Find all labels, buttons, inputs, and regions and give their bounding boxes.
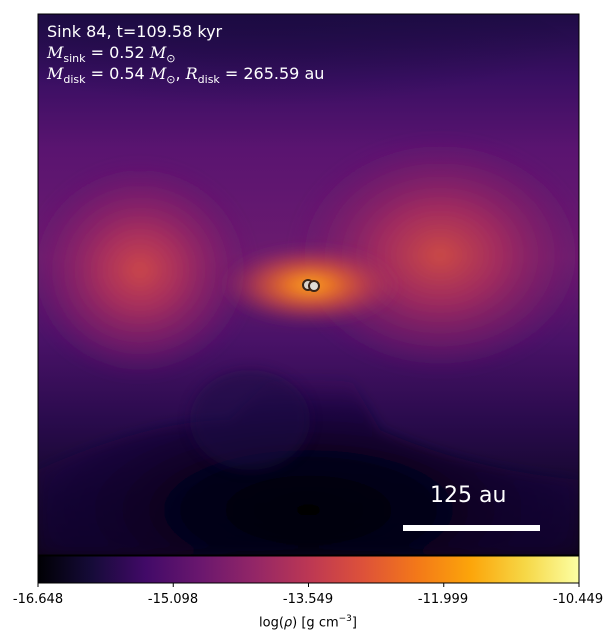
- colorbar-ticks: [37, 583, 580, 587]
- sink-marker-2: [308, 280, 320, 292]
- rdisk-symbol: R: [185, 64, 198, 83]
- msun-symbol: M: [149, 43, 167, 62]
- plot-frame: [37, 13, 580, 556]
- colorbar-tick-1: -15.098: [147, 592, 199, 607]
- scale-bar: [403, 525, 540, 531]
- colorbar-label: log(ρ) [g cm−3]: [259, 614, 357, 630]
- msink-value: = 0.52: [85, 43, 150, 62]
- density-map: [38, 14, 579, 555]
- colorbar-tick-3: -11.999: [417, 592, 469, 607]
- msun-sub: ⊙: [166, 52, 176, 66]
- disk-line: Mdisk = 0.54 M⊙, Rdisk = 265.59 au: [47, 63, 324, 90]
- colorbar: [37, 555, 580, 584]
- rdisk-sub: disk: [197, 73, 220, 87]
- msink-symbol: M: [47, 43, 64, 62]
- cbar-label-mid: ) [g cm: [292, 615, 339, 631]
- cbar-label-suffix: ]: [351, 615, 357, 631]
- cbar-label-prefix: log(: [259, 615, 284, 631]
- colorbar-tick-4: -10.449: [552, 592, 604, 607]
- cbar-label-rho: ρ: [283, 615, 293, 631]
- sink-info-line: Sink 84, t=109.58 kyr: [47, 21, 222, 42]
- sink-particles: [302, 279, 320, 292]
- cbar-label-exp: −3: [338, 614, 352, 624]
- scale-bar-label: 125 au: [430, 483, 507, 508]
- mdisk-value: = 0.54: [85, 64, 150, 83]
- sink-mass-line: Msink = 0.52 M⊙: [47, 42, 175, 69]
- mdisk-sun-symbol: M: [149, 64, 167, 83]
- rdisk-value: = 265.59 au: [219, 64, 325, 83]
- msink-sub: sink: [63, 52, 86, 66]
- colorbar-tick-0: -16.648: [12, 592, 64, 607]
- disk-separator: ,: [175, 64, 186, 83]
- sink-info-text: Sink 84, t=109.58 kyr: [47, 22, 223, 41]
- colorbar-tick-2: -13.549: [282, 592, 334, 607]
- mdisk-sun-sub: ⊙: [166, 73, 176, 87]
- mdisk-symbol: M: [47, 64, 64, 83]
- mdisk-sub: disk: [63, 73, 86, 87]
